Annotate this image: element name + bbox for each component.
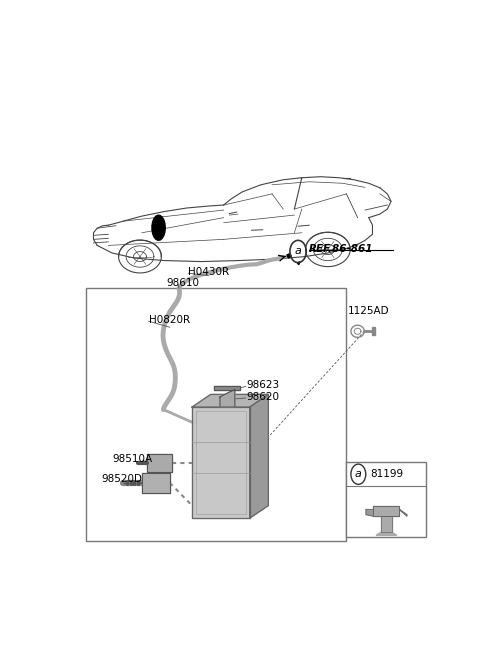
Text: 81199: 81199 — [371, 469, 404, 480]
Polygon shape — [297, 262, 300, 264]
Polygon shape — [147, 453, 172, 472]
Polygon shape — [373, 506, 399, 516]
Text: a: a — [295, 247, 301, 256]
Polygon shape — [381, 516, 392, 532]
Text: 98520D: 98520D — [101, 474, 142, 484]
Text: H0430R: H0430R — [188, 267, 229, 277]
Text: 98510A: 98510A — [112, 453, 152, 464]
Text: 1125AD: 1125AD — [348, 306, 390, 316]
Polygon shape — [399, 510, 407, 516]
Polygon shape — [287, 253, 291, 258]
FancyBboxPatch shape — [86, 289, 347, 541]
Text: H0820R: H0820R — [149, 315, 191, 325]
Text: 98610: 98610 — [166, 278, 199, 288]
Text: 98620: 98620 — [246, 392, 279, 402]
Polygon shape — [366, 510, 373, 516]
Polygon shape — [376, 532, 397, 535]
Polygon shape — [142, 473, 170, 493]
FancyBboxPatch shape — [347, 462, 426, 537]
Text: 98623: 98623 — [246, 380, 279, 390]
Text: a: a — [355, 469, 362, 480]
Text: REF.86-861: REF.86-861 — [309, 244, 374, 254]
Polygon shape — [152, 215, 165, 240]
Polygon shape — [220, 390, 235, 407]
Polygon shape — [372, 327, 375, 335]
Polygon shape — [215, 386, 240, 390]
Polygon shape — [192, 394, 268, 407]
Polygon shape — [250, 394, 268, 518]
Polygon shape — [192, 407, 250, 518]
